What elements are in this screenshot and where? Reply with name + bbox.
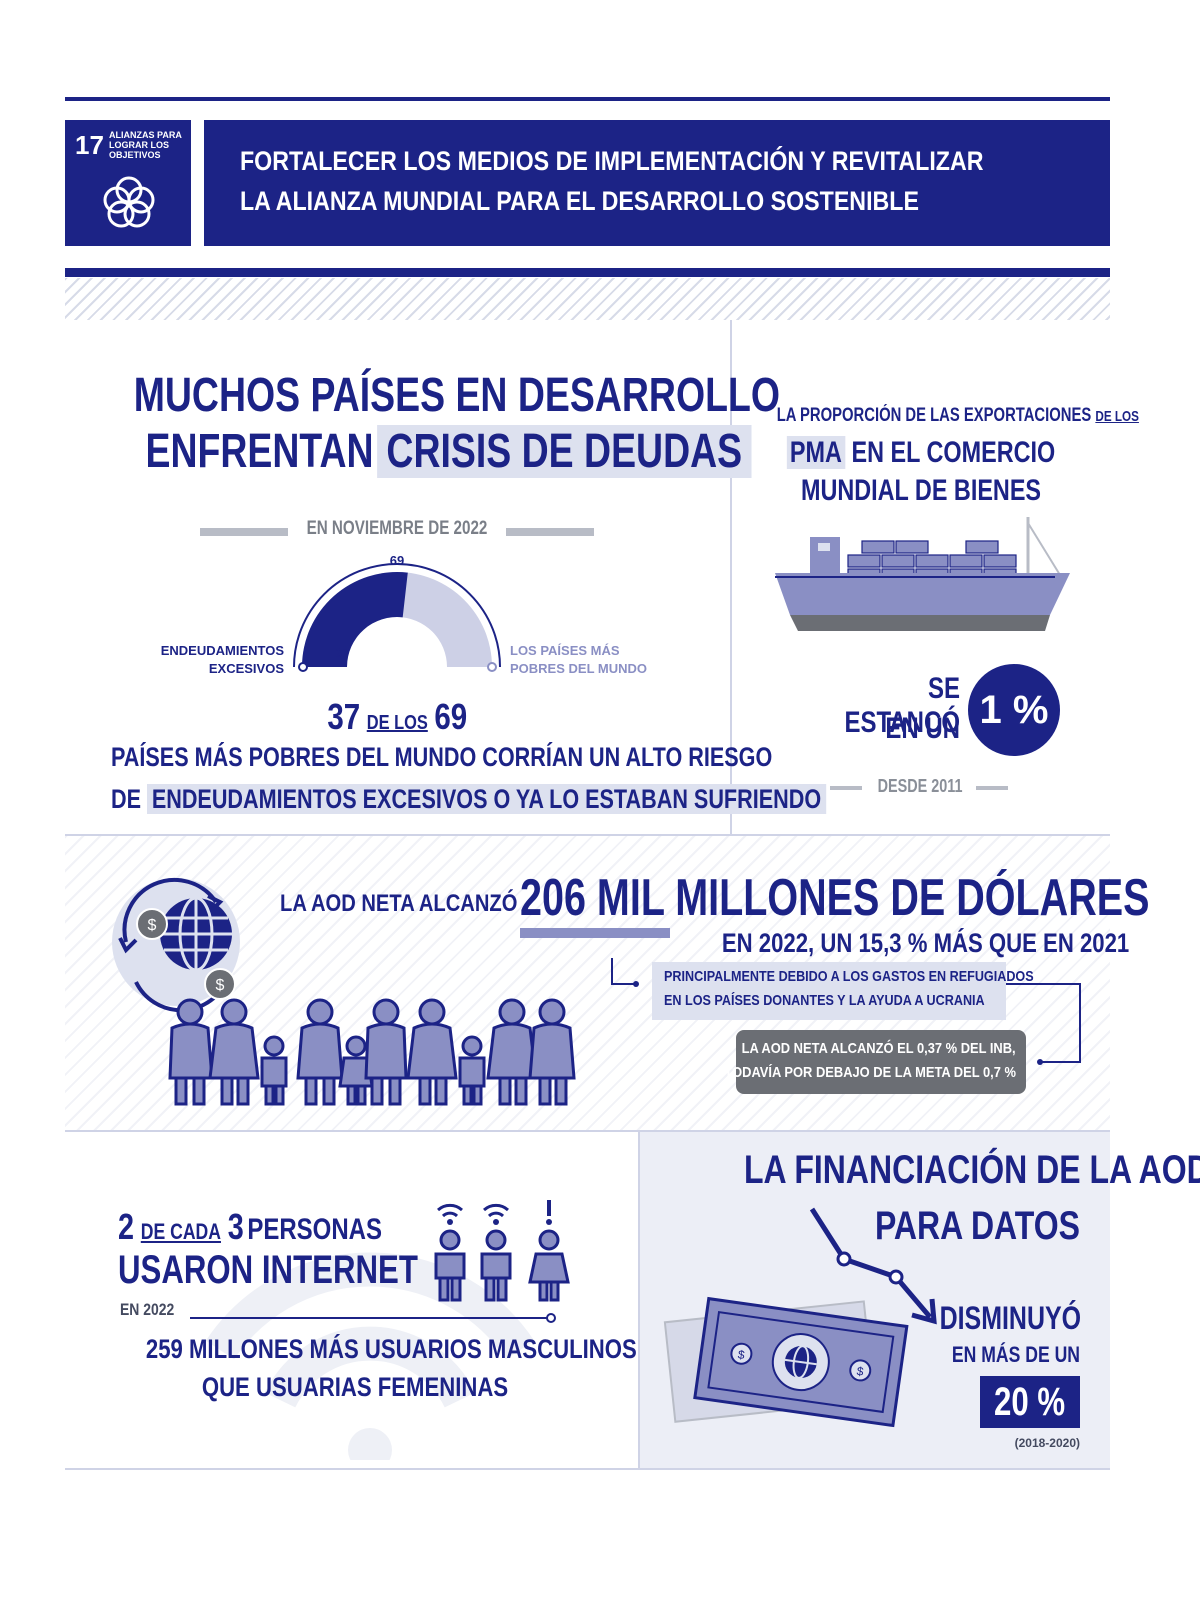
date-label: EN NOVIEMBRE DE 2022 [200, 518, 594, 540]
since-text: DESDE 2011 [877, 776, 963, 796]
banknotes-icon: $ $ [663, 1296, 909, 1428]
exports-pma: PMA [786, 436, 846, 469]
debt-subtitle-highlight: ENDEUDAMIENTOS EXCESIVOS O YA LO ESTABAN… [147, 784, 826, 814]
oda-gni-line-1: LA AOD NETA ALCANZÓ EL 0,37 % DEL INB, [741, 1040, 1016, 1057]
refugee-family-icon [168, 998, 576, 1106]
decline-arrow-icon [809, 1207, 937, 1325]
header-bottom-rule [65, 268, 1110, 277]
svg-text:$: $ [216, 977, 225, 994]
top-rule [65, 97, 1110, 101]
cargo-ship-icon [775, 517, 1070, 631]
debt-title-line-1: MUCHOS PAÍSES EN DESARROLLO [133, 369, 780, 422]
since-label: DESDE 2011 [830, 776, 1010, 797]
header-banner: FORTALECER LOS MEDIOS DE IMPLEMENTACIÓN … [204, 120, 1110, 246]
data-funding-percent: 20 % [980, 1376, 1080, 1428]
sdg-rings-icon [103, 176, 155, 228]
oda-reason-box: PRINCIPALMENTE DEBIDO A LOS GASTOS EN RE… [652, 962, 1034, 1020]
svg-text:$: $ [856, 1364, 865, 1379]
divider [65, 834, 1110, 836]
oda-reason-line-2: EN LOS PAÍSES DONANTES Y LA AYUDA A UCRA… [664, 992, 985, 1009]
oda-year-change: EN 2022, UN 15,3 % MÁS QUE EN 2021 [721, 928, 1130, 958]
hatch-band [65, 278, 1110, 320]
debt-subtitle-line-1: PAÍSES MÁS POBRES DEL MUNDO CORRÍAN UN A… [111, 742, 773, 772]
debt-title-enfrentan: ENFRENTAN [145, 425, 374, 478]
internet-used: USARON INTERNET [118, 1248, 418, 1292]
header-title-line-2: LA ALIANZA MUNDIAL PARA EL DESARROLLO SO… [240, 186, 919, 216]
svg-text:$: $ [737, 1347, 746, 1362]
oda-gni-box: LA AOD NETA ALCANZÓ EL 0,37 % DEL INB, T… [725, 1030, 1026, 1094]
sdg-name: ALIANZAS PARA LOGRAR LOS OBJETIVOS [109, 130, 182, 160]
exports-percent-badge: 1 % [968, 664, 1060, 756]
since-bar-right [976, 786, 1008, 790]
internet-ratio-connector: DE CADA [140, 1219, 221, 1244]
gauge-outline [293, 563, 501, 668]
internet-users-icon [434, 1200, 570, 1302]
divider [65, 1130, 1110, 1132]
gauge-left-label: ENDEUDAMIENTOS EXCESIVOS [160, 643, 284, 676]
data-funding-by-more: EN MÁS DE UN [951, 1342, 1080, 1367]
divider [638, 1132, 640, 1468]
oda-lead: LA AOD NETA ALCANZÓ [280, 890, 518, 917]
internet-gender-gap-line-1: 259 MILLONES MÁS USUARIOS MASCULINOS [145, 1334, 637, 1364]
divider [65, 1468, 1110, 1470]
gauge-right-label: LOS PAÍSES MÁS POBRES DEL MUNDO [510, 643, 647, 676]
svg-text:$: $ [148, 917, 157, 934]
internet-year-text: EN 2022 [120, 1300, 175, 1319]
internet-ratio-b: 3 [227, 1206, 244, 1247]
divider [730, 320, 732, 834]
debt-subtitle-line-2: DE ENDEUDAMIENTOS EXCESIVOS O YA LO ESTA… [111, 784, 826, 815]
debt-title-line-2: ENFRENTAN CRISIS DE DEUDAS [60, 424, 752, 479]
ratio-connector: DE LOS [366, 712, 428, 734]
internet-timeline-line [190, 1317, 548, 1319]
oda-gni-line-2: TODAVÍA POR DEBAJO DE LA META DEL 0,7 % [724, 1064, 1016, 1081]
date-label-bar-left [200, 528, 288, 536]
header-title-line-1: FORTALECER LOS MEDIOS DE IMPLEMENTACIÓN … [240, 146, 984, 176]
internet-timeline-dot [546, 1313, 556, 1323]
gauge-left-dot [298, 662, 308, 672]
date-label-bar-right [506, 528, 594, 536]
debt-gauge: 69 37 [293, 553, 501, 672]
debt-ratio: 37 DE LOS 69 [200, 696, 594, 738]
ratio-value: 37 [327, 696, 360, 737]
internet-ratio-a: 2 [118, 1206, 135, 1247]
exports-line-2: PMA EN EL COMERCIO [777, 436, 1066, 470]
gauge-value-label: 37 [335, 646, 349, 660]
data-funding-percent-text: 20 % [994, 1380, 1066, 1424]
gauge-right-dot [487, 662, 497, 672]
gauge-total-label: 69 [390, 553, 404, 568]
exports-line-1: LA PROPORCIÓN DE LAS EXPORTACIONES DE LO… [777, 405, 1139, 427]
exports-line-1-connector: DE LOS [1095, 408, 1139, 425]
internet-year: EN 2022 [120, 1300, 186, 1320]
internet-persons: PERSONAS [247, 1213, 383, 1246]
data-funding-title-line-2: PARA DATOS [874, 1204, 1080, 1248]
data-funding-decreased: DISMINUYÓ [939, 1300, 1082, 1336]
stagnated-line-1: SE ESTANCÓ [844, 672, 960, 739]
ratio-total: 69 [434, 696, 467, 737]
debt-title-highlight: CRISIS DE DEUDAS [377, 425, 752, 478]
oda-connector-lines [611, 958, 1081, 1065]
globe-money-icon: $ $ [112, 877, 240, 1012]
data-funding-period: (2018-2020) [1014, 1436, 1080, 1450]
sdg-number: 17 [75, 130, 104, 160]
exports-line-1-text: LA PROPORCIÓN DE LAS EXPORTACIONES [776, 405, 1092, 426]
oda-underline-bar [520, 928, 670, 938]
sdg-badge: 17 ALIANZAS PARA LOGRAR LOS OBJETIVOS [65, 120, 191, 246]
gauge-value-arc [302, 572, 408, 667]
date-label-text: EN NOVIEMBRE DE 2022 [306, 518, 488, 539]
oda-reason-line-1: PRINCIPALMENTE DEBIDO A LOS GASTOS EN RE… [664, 968, 1034, 985]
oda-amount: 206 MIL MILLONES DE DÓLARES [520, 869, 1150, 927]
since-bar-left [830, 786, 862, 790]
stagnated-line-2: EN UN [885, 712, 960, 745]
exports-line-3: MUNDIAL DE BIENES [800, 474, 1042, 507]
wifi-watermark-icon [205, 1252, 535, 1460]
debt-subtitle-de: DE [111, 784, 142, 814]
exports-line-2-text: EN EL COMERCIO [851, 436, 1056, 469]
internet-ratio: 2 DE CADA 3 PERSONAS [118, 1206, 382, 1248]
internet-gender-gap-line-2: QUE USUARIAS FEMENINAS [201, 1372, 509, 1402]
data-funding-title-line-1: LA FINANCIACIÓN DE LA AOD [744, 1148, 1200, 1192]
